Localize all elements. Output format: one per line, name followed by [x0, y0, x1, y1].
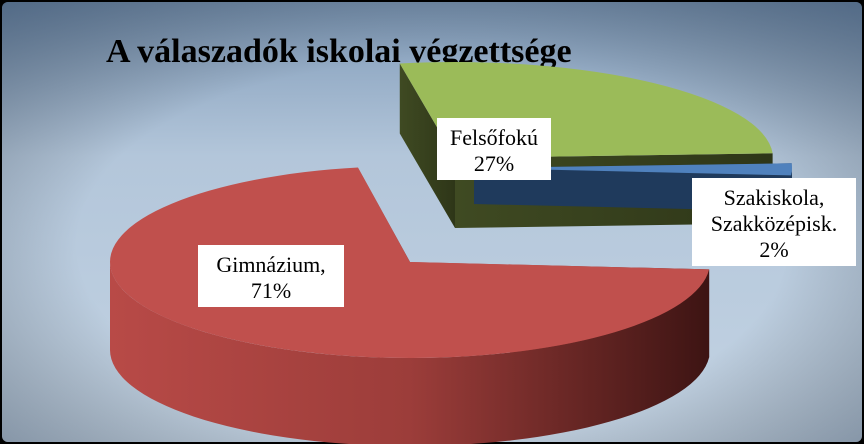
data-label-box	[692, 178, 856, 266]
data-label-text: Szakiskola,	[724, 185, 825, 210]
data-label-text: Felsőfokú	[450, 125, 538, 150]
data-label: Gimnázium,71%	[198, 245, 344, 307]
data-label-box	[437, 118, 551, 180]
data-label-text: Gimnázium,	[216, 252, 325, 277]
data-label-box	[198, 245, 344, 307]
data-label: Szakiskola,Szakközépisk.2%	[692, 178, 856, 266]
pie-slice-side	[110, 262, 710, 444]
pie-slice[interactable]	[110, 167, 710, 444]
data-label-text: 2%	[759, 237, 788, 262]
pie-slice-edge	[399, 63, 455, 229]
pie-slice-top	[474, 163, 792, 176]
data-label-text: 27%	[474, 151, 514, 176]
pie-slice-top	[110, 167, 710, 358]
data-label-text: 71%	[251, 278, 291, 303]
data-label-text: Szakközépisk.	[711, 211, 837, 236]
